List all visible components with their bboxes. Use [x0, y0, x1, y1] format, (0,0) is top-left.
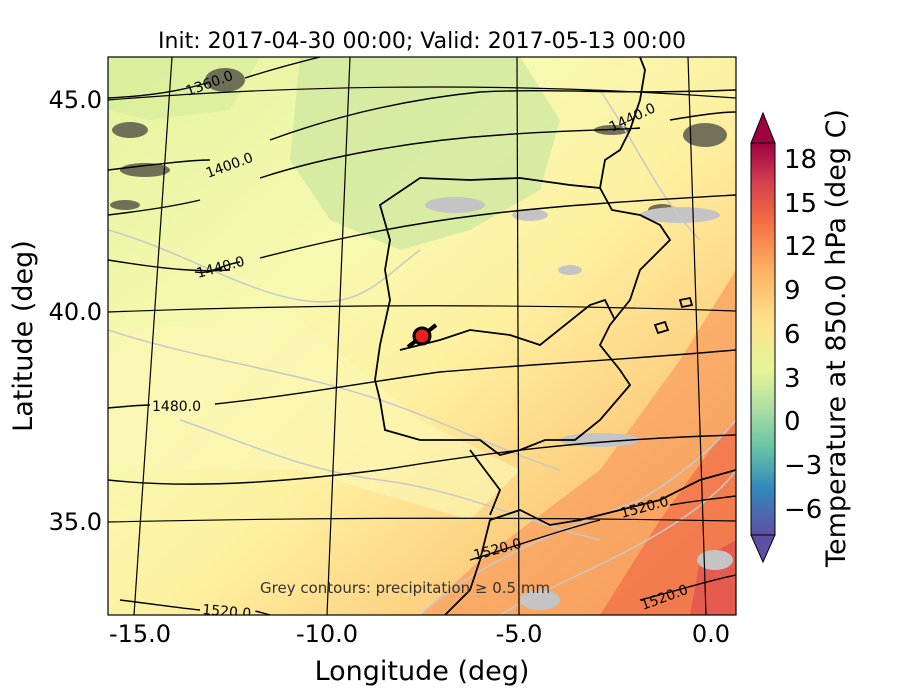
meridian-0: [687, 57, 707, 615]
colorbar-tick: −3: [784, 451, 822, 481]
colorbar-tick: 12: [784, 232, 817, 262]
balearic-island-2: [678, 296, 694, 309]
colorbar-tick: 18: [784, 145, 817, 175]
inland-contour: [399, 298, 616, 351]
contour-label-1480: 1480.0: [152, 399, 201, 415]
colorbar-tick: 3: [784, 364, 801, 394]
figure-title: Init: 2017-04-30 00:00; Valid: 2017-05-1…: [158, 29, 686, 54]
height-contours: [108, 57, 736, 615]
x-tick-label: 0.0: [692, 620, 730, 648]
meridian-15: [133, 57, 173, 615]
map-frame: [107, 56, 737, 616]
meridian-5: [516, 57, 520, 615]
meridian-10: [326, 57, 351, 615]
parallel-40: [108, 305, 736, 313]
cool-region: [290, 57, 560, 250]
colorbar: −6 −3 0 3 6 9 12 15 18 Temperature at 85…: [750, 109, 852, 568]
location-marker: [406, 323, 438, 349]
x-axis-label: Longitude (deg): [315, 656, 530, 687]
x-tick-label: -15.0: [109, 620, 171, 648]
colorbar-top-extend: [750, 111, 776, 144]
africa-coast: [444, 469, 736, 615]
contour-label-1520-d: 1520.0: [202, 602, 252, 622]
colorbar-tick: 6: [784, 320, 801, 350]
y-tick-label: 45.0: [49, 86, 102, 114]
coastline: [374, 57, 736, 615]
y-tick-label: 35.0: [49, 508, 102, 536]
y-axis-label: Latitude (deg): [8, 240, 39, 432]
colorbar-tick: 9: [784, 276, 801, 306]
colorbar-tick: −6: [784, 495, 822, 525]
y-tick-label: 40.0: [49, 298, 102, 326]
colorbar-label: Temperature at 850.0 hPa (deg C): [821, 109, 852, 568]
parallel-45: [108, 86, 736, 101]
y-axis: 45.0 40.0 35.0 Latitude (deg): [8, 86, 102, 536]
colorbar-bottom-extend: [750, 534, 776, 564]
precipitation-note: Grey contours: precipitation ≥ 0.5 mm: [260, 579, 550, 597]
france-coast: [599, 57, 646, 189]
strait-coast: [469, 449, 502, 516]
x-tick-label: -5.0: [496, 620, 543, 648]
colorbar-tick: 15: [784, 189, 817, 219]
pale-band: [108, 320, 520, 520]
colorbar-body: [750, 142, 776, 536]
map-area: 1360.0 1400.0 1440.0 1440.0 1480.0 1520.…: [108, 57, 736, 622]
colorbar-tick: 0: [784, 407, 801, 437]
balearic-island: [653, 320, 670, 335]
parallel-35: [108, 517, 736, 523]
temperature-isolines: [108, 89, 736, 615]
graticule: [108, 57, 736, 615]
x-axis: -15.0 -10.0 -5.0 0.0 Longitude (deg): [109, 620, 730, 687]
x-tick-label: -10.0: [296, 620, 358, 648]
